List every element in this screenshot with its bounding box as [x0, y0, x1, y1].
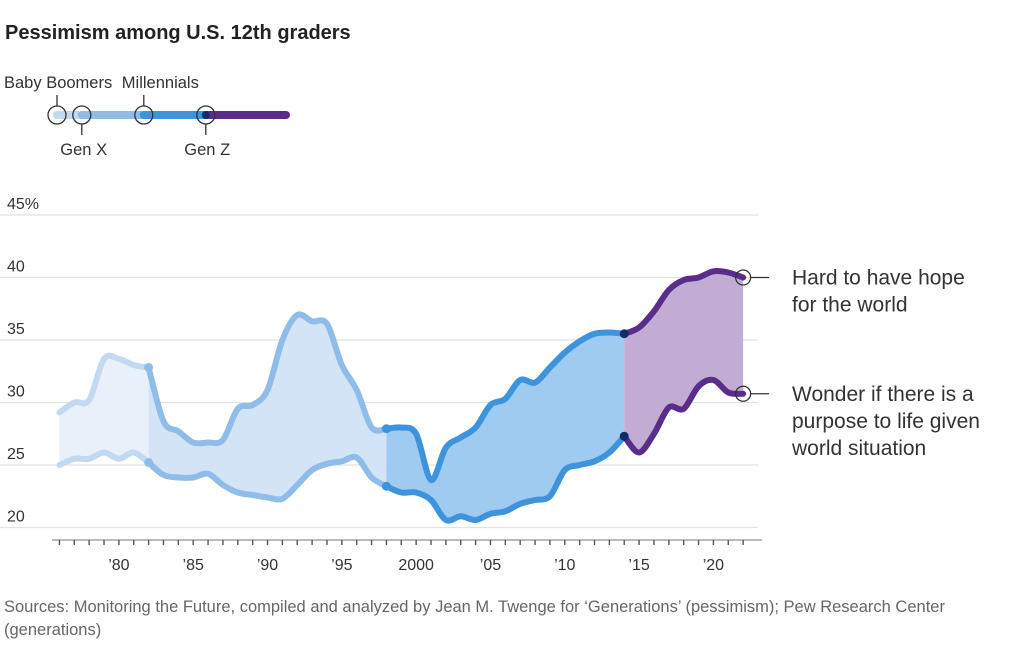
line-purpose-millennials	[383, 433, 628, 524]
x-tick-label: ’90	[257, 557, 278, 574]
x-axis: ’80 ’85 ’90 ’95 2000 ’05 ’10 ’15 ’20	[52, 539, 762, 574]
annotation-line: for the world	[792, 294, 908, 317]
y-tick-label: 35	[7, 321, 25, 338]
legend-dot	[201, 111, 210, 119]
line-hope-gen-z	[621, 267, 747, 337]
area-gen-z	[624, 270, 744, 453]
line-purpose-baby-boomers	[56, 449, 152, 468]
y-tick-label: 40	[7, 259, 25, 276]
x-tick-label: ’80	[108, 557, 129, 574]
y-axis: 20 25 30 35 40 45%	[7, 196, 39, 526]
line-hope-baby-boomers	[56, 352, 152, 416]
legend-dot	[139, 111, 148, 119]
transition-dot-hope-1998	[381, 424, 391, 434]
transition-dot-hope-1982	[144, 363, 154, 372]
transition-dots	[144, 329, 629, 491]
line-hope-millennials	[383, 329, 628, 484]
x-tick-label: ’85	[183, 557, 204, 574]
x-tick-label: ’95	[331, 557, 352, 574]
chart-title: Pessimism among U.S. 12th graders	[5, 22, 351, 44]
transition-dot-purpose-2014	[619, 431, 629, 441]
area-gen-x	[148, 314, 387, 500]
x-tick-label: ’15	[628, 557, 649, 574]
annotation-hope: Hard to have hope for the world	[792, 267, 965, 317]
area-baby-boomers	[59, 355, 149, 465]
y-tick-label: 30	[7, 384, 25, 401]
annotation-purpose: Wonder if there is a purpose to life give…	[791, 383, 980, 460]
generation-legend: Baby Boomers Gen X Millennials Gen Z	[4, 74, 290, 159]
transition-dot-purpose-1982	[144, 458, 154, 467]
area-millennials	[386, 332, 625, 521]
y-tick-label: 45%	[7, 196, 39, 213]
series-lines	[56, 267, 747, 524]
y-tick-label: 25	[7, 446, 25, 463]
x-tick-label: ’20	[703, 557, 724, 574]
y-tick-label: 20	[7, 509, 25, 526]
legend-label-millennials: Millennials	[122, 74, 199, 92]
line-purpose-gen-x	[145, 453, 390, 503]
transition-dot-purpose-1998	[381, 481, 391, 491]
line-purpose-gen-z	[621, 376, 747, 456]
x-tick-label: 2000	[398, 557, 434, 574]
legend-dot	[77, 111, 86, 119]
generation-areas	[59, 270, 744, 521]
legend-label-gen-x: Gen X	[60, 141, 107, 159]
legend-label-gen-z: Gen Z	[184, 141, 230, 159]
annotation-line: world situation	[791, 437, 926, 460]
annotation-line: purpose to life given	[792, 410, 980, 433]
x-tick-label: ’05	[480, 557, 501, 574]
line-hope-gen-x	[145, 311, 390, 447]
x-tick-label: ’10	[554, 557, 575, 574]
annotation-line: Hard to have hope	[792, 267, 965, 290]
legend-label-baby-boomers: Baby Boomers	[4, 74, 112, 92]
series-annotations: Hard to have hope for the world Wonder if …	[734, 267, 980, 460]
transition-dot-hope-2014	[619, 329, 629, 339]
source-note: Sources: Monitoring the Future, compiled…	[4, 598, 945, 639]
annotation-line: Wonder if there is a	[792, 383, 974, 406]
legend-dot	[53, 111, 61, 119]
